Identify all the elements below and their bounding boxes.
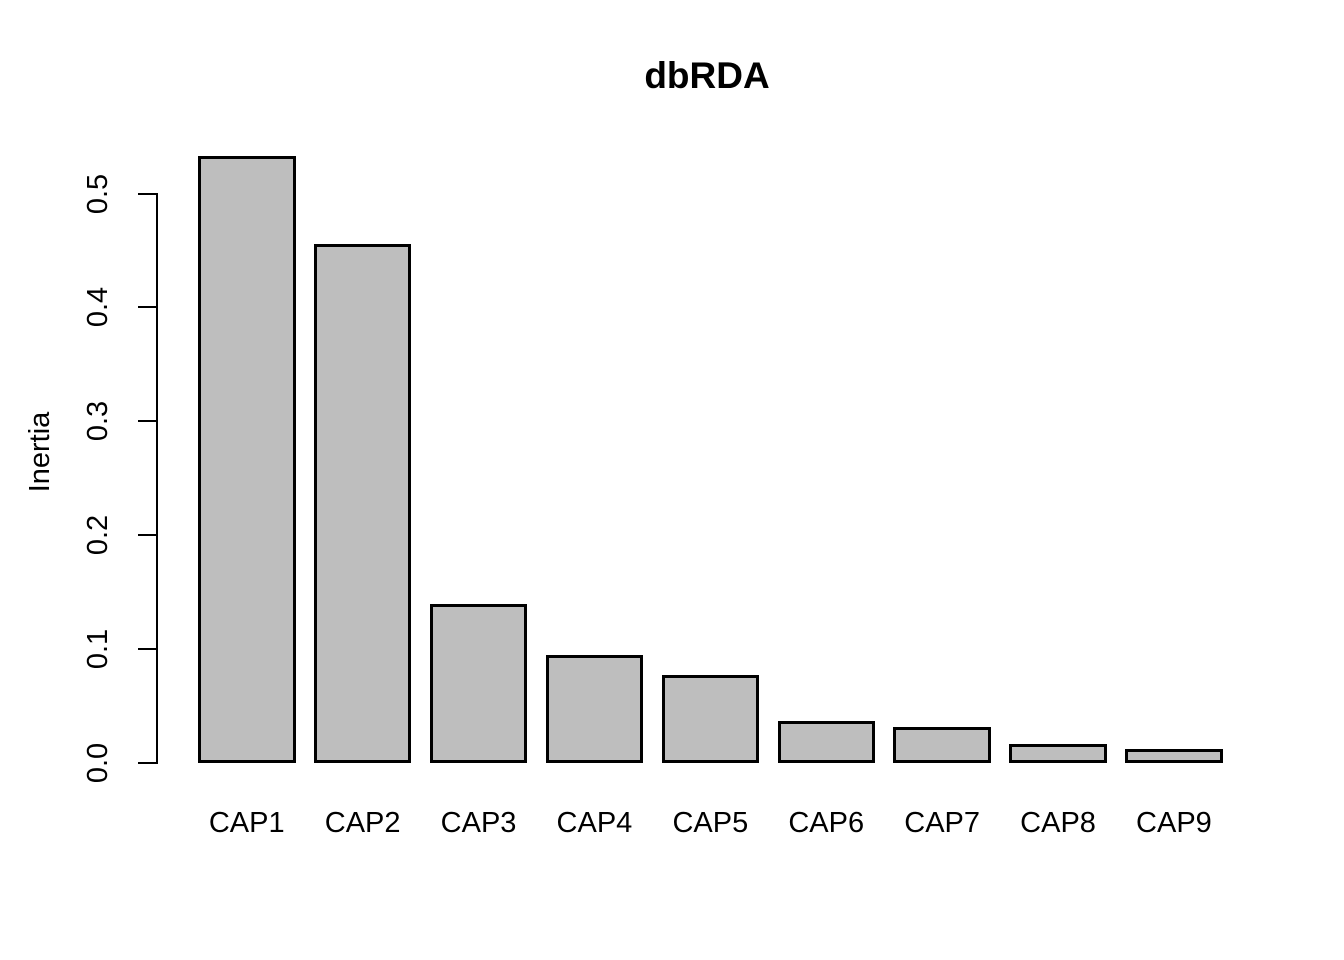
x-axis-label-cap3: CAP3 xyxy=(440,807,517,839)
y-axis-tick xyxy=(138,762,158,764)
y-axis-tick xyxy=(138,306,158,309)
x-axis-label-cap1: CAP1 xyxy=(208,807,285,839)
bar-cap9 xyxy=(1125,749,1223,763)
bar-cap6 xyxy=(777,720,875,763)
bar-cap4 xyxy=(545,654,644,763)
y-axis-tick xyxy=(138,420,158,423)
y-axis-tick xyxy=(138,648,158,651)
x-axis-label-cap9: CAP9 xyxy=(1136,807,1212,839)
y-axis-tick xyxy=(138,534,158,537)
chart-title: dbRDA xyxy=(644,55,770,96)
y-axis-tick xyxy=(138,192,158,195)
y-axis-line xyxy=(156,192,158,764)
bar-cap3 xyxy=(429,603,528,763)
x-axis-label-cap7: CAP7 xyxy=(904,807,981,839)
y-axis-tick-label: 0.5 xyxy=(82,173,114,214)
y-axis-title: Inertia xyxy=(24,411,56,493)
bar-cap8 xyxy=(1009,743,1107,763)
y-axis-tick-label: 0.4 xyxy=(82,287,114,328)
bar-cap1 xyxy=(198,155,296,763)
x-axis-label-cap2: CAP2 xyxy=(324,807,401,839)
y-axis-tick-label: 0.1 xyxy=(82,628,114,670)
x-axis-label-cap4: CAP4 xyxy=(556,807,633,839)
y-axis-tick-label: 0.3 xyxy=(82,401,114,442)
bar-cap5 xyxy=(661,675,760,763)
y-axis-tick-label: 0.2 xyxy=(82,515,114,556)
x-axis-label-cap8: CAP8 xyxy=(1020,807,1096,839)
y-axis-tick-label: 0.0 xyxy=(82,742,114,784)
bar-cap2 xyxy=(313,243,412,763)
x-axis-label-cap6: CAP6 xyxy=(788,807,865,839)
bar-cap7 xyxy=(893,726,991,763)
x-axis-label-cap5: CAP5 xyxy=(672,807,749,839)
